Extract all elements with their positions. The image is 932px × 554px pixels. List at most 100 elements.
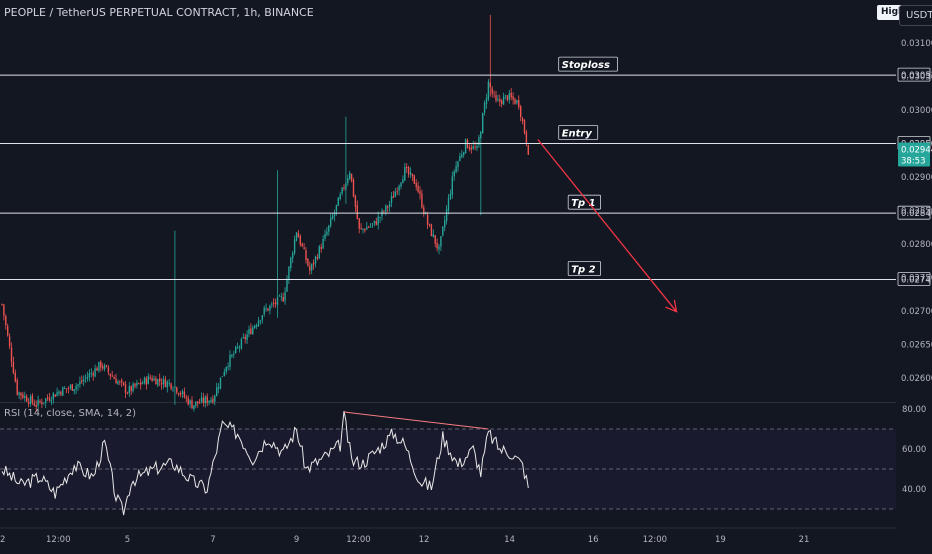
candle-body <box>423 207 425 214</box>
projection-arrow-line <box>537 139 678 313</box>
rsi-axis-tick: 60.00 <box>902 445 926 455</box>
candle-body <box>204 397 206 404</box>
candle-body <box>233 353 235 355</box>
candle-body <box>212 398 214 403</box>
candle-body <box>43 402 45 404</box>
currency-badge[interactable]: USDT <box>899 5 932 26</box>
candle-body <box>368 227 370 228</box>
candle-body <box>138 383 140 384</box>
candle-body <box>33 403 35 406</box>
candle-body <box>29 396 32 405</box>
candle-body <box>417 185 419 192</box>
candle-body <box>292 253 294 259</box>
time-axis-tick: 12:00 <box>643 535 668 545</box>
candle-body <box>472 146 474 149</box>
candle-body <box>86 376 89 379</box>
candle-body <box>153 378 155 381</box>
candle-body <box>202 397 205 404</box>
candle-body <box>73 388 75 392</box>
candle-body <box>502 96 505 105</box>
candle-body <box>14 373 16 382</box>
candle-body <box>149 377 151 379</box>
candle-body <box>98 361 100 371</box>
candle-body <box>527 144 529 155</box>
candle-body <box>16 379 18 395</box>
level-price-tag-text-tp-1: 0.02846 <box>901 209 932 219</box>
candle-body <box>35 404 37 407</box>
candle-body <box>31 395 34 403</box>
candle-body <box>409 172 412 175</box>
candle-body <box>134 383 136 387</box>
candle-body <box>316 256 319 259</box>
candle-body <box>130 386 132 392</box>
candle-body <box>485 97 488 104</box>
candle-body <box>115 378 117 384</box>
candle-body <box>117 381 119 385</box>
current-price-tag <box>898 142 930 167</box>
candle-body <box>309 265 311 271</box>
candle-body <box>231 354 233 357</box>
current-price-countdown: 38:53 <box>901 157 926 167</box>
candle-body <box>206 396 208 404</box>
candle-body <box>18 392 20 395</box>
candle-body <box>400 182 402 187</box>
candle-body <box>84 377 87 379</box>
candle-body <box>50 400 53 402</box>
candle-body <box>261 315 263 321</box>
candle-body <box>136 382 138 386</box>
projection-arrowhead <box>665 299 678 313</box>
rsi-title: RSI (14, close, SMA, 14, 2) <box>4 408 137 419</box>
candle-body <box>464 139 467 154</box>
candle-body <box>79 381 81 385</box>
candle-body <box>271 303 273 305</box>
level-label-box-tp-2 <box>567 261 602 276</box>
candle-body <box>155 378 157 385</box>
candle-body <box>250 328 252 335</box>
candle-body <box>113 377 115 379</box>
candle-body <box>41 402 43 405</box>
level-label-box-stoploss <box>558 56 618 72</box>
candle-body <box>371 223 374 225</box>
candle-body <box>383 211 385 212</box>
candle-body <box>483 103 486 113</box>
candle-body <box>445 209 448 222</box>
candle-body <box>322 238 324 249</box>
candle-body <box>126 393 129 395</box>
candle-body <box>88 373 91 378</box>
candle-body <box>337 197 339 206</box>
candle-body <box>39 400 41 403</box>
time-axis-tick: 5 <box>125 535 130 545</box>
candle-body <box>463 152 465 155</box>
candle-body <box>65 388 68 390</box>
candle-body <box>216 387 218 397</box>
candle-body <box>516 100 518 104</box>
candle-body <box>121 380 123 383</box>
candle-body <box>521 118 524 122</box>
candle-body <box>455 165 457 173</box>
candle-body <box>286 278 288 292</box>
candle-body <box>402 179 404 184</box>
candle-body <box>265 308 267 310</box>
candle-body <box>426 214 429 225</box>
candle-body <box>193 405 195 410</box>
candle-body <box>124 384 127 393</box>
candle-body <box>223 371 225 376</box>
current-price-value: 0.02944 <box>901 146 932 156</box>
level-label-box-entry <box>558 125 599 140</box>
candle-body <box>335 204 338 212</box>
candle-body <box>385 205 387 212</box>
candle-body <box>159 378 161 382</box>
level-label-entry: Entry <box>562 129 593 140</box>
candle-body <box>3 304 5 316</box>
candle-body <box>71 384 73 391</box>
candle-body <box>406 167 408 169</box>
candle-body <box>301 243 303 247</box>
candle-body <box>214 395 216 402</box>
candle-body <box>305 250 307 261</box>
candle-body <box>236 346 239 348</box>
candle-body <box>217 387 220 389</box>
